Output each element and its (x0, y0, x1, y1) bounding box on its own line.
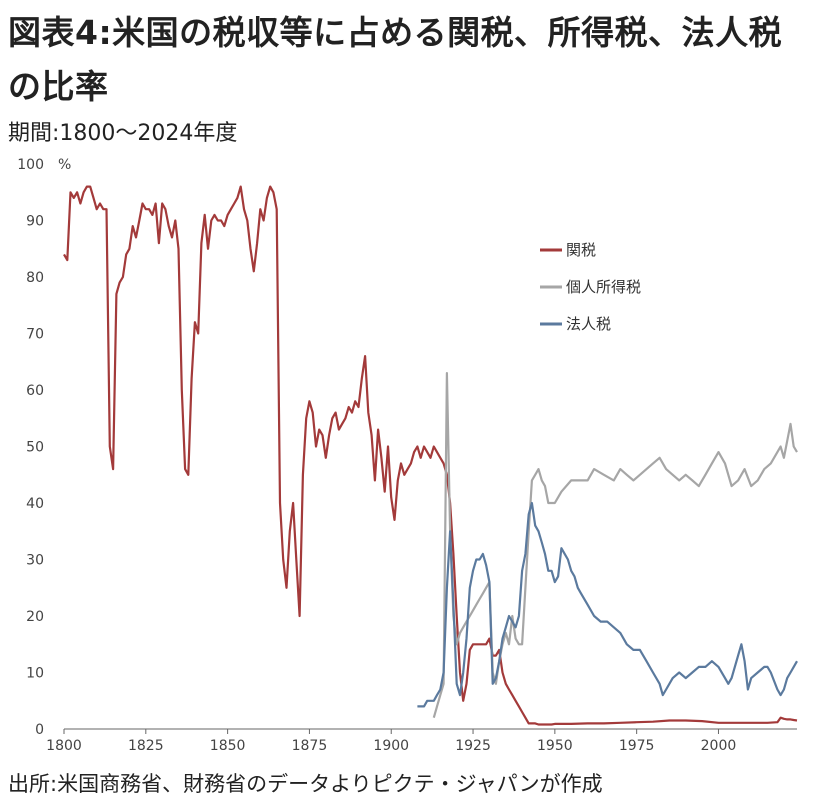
series-line-2 (432, 372, 798, 718)
y-tick-label: 20 (26, 609, 44, 625)
chart-title: 図表4:米国の税収等に占める関税、所得税、法人税の比率 (8, 13, 783, 106)
x-tick-label: 1875 (292, 738, 328, 754)
y-tick-label: 40 (26, 496, 44, 512)
series-line-1 (63, 185, 798, 726)
y-tick-label: 90 (26, 214, 44, 230)
y-tick-label: 0 (35, 722, 44, 738)
x-tick-label: 1900 (373, 738, 409, 754)
y-unit-label: % (58, 157, 71, 173)
chart-source: 出所:米国商務省、財務省のデータよりピクテ・ジャパンが作成 (8, 772, 603, 796)
y-tick-label: 50 (26, 440, 44, 456)
y-tick-label: 100 (17, 157, 44, 173)
x-tick-label: 1975 (619, 738, 655, 754)
x-tick-label: 1850 (210, 738, 246, 754)
x-tick-label: 2000 (701, 738, 737, 754)
y-tick-label: 30 (26, 553, 44, 569)
x-tick-label: 1825 (128, 738, 164, 754)
line-chart: 1800 1825 1850 1875 1900 1925 1950 1975 2000 0 10 2… (17, 157, 798, 754)
y-tick-label: 10 (26, 666, 44, 682)
chart-series (63, 185, 798, 726)
legend-label-3: 法人税 (566, 315, 611, 333)
y-tick-label: 80 (26, 270, 44, 286)
legend-label-2: 個人所得税 (566, 278, 641, 296)
x-tick-label: 1925 (455, 738, 491, 754)
series-line-3 (417, 501, 798, 708)
chart-subtitle: 期間:1800～2024年度 (8, 121, 238, 146)
x-tick-label: 1950 (537, 738, 573, 754)
x-tick-label: 1800 (46, 738, 82, 754)
legend-label-1: 関税 (566, 241, 596, 259)
chart-axes: 1800 1825 1850 1875 1900 1925 1950 1975 2000 0 10 2… (17, 157, 797, 754)
y-tick-label: 60 (26, 383, 44, 399)
y-tick-label: 70 (26, 327, 44, 343)
